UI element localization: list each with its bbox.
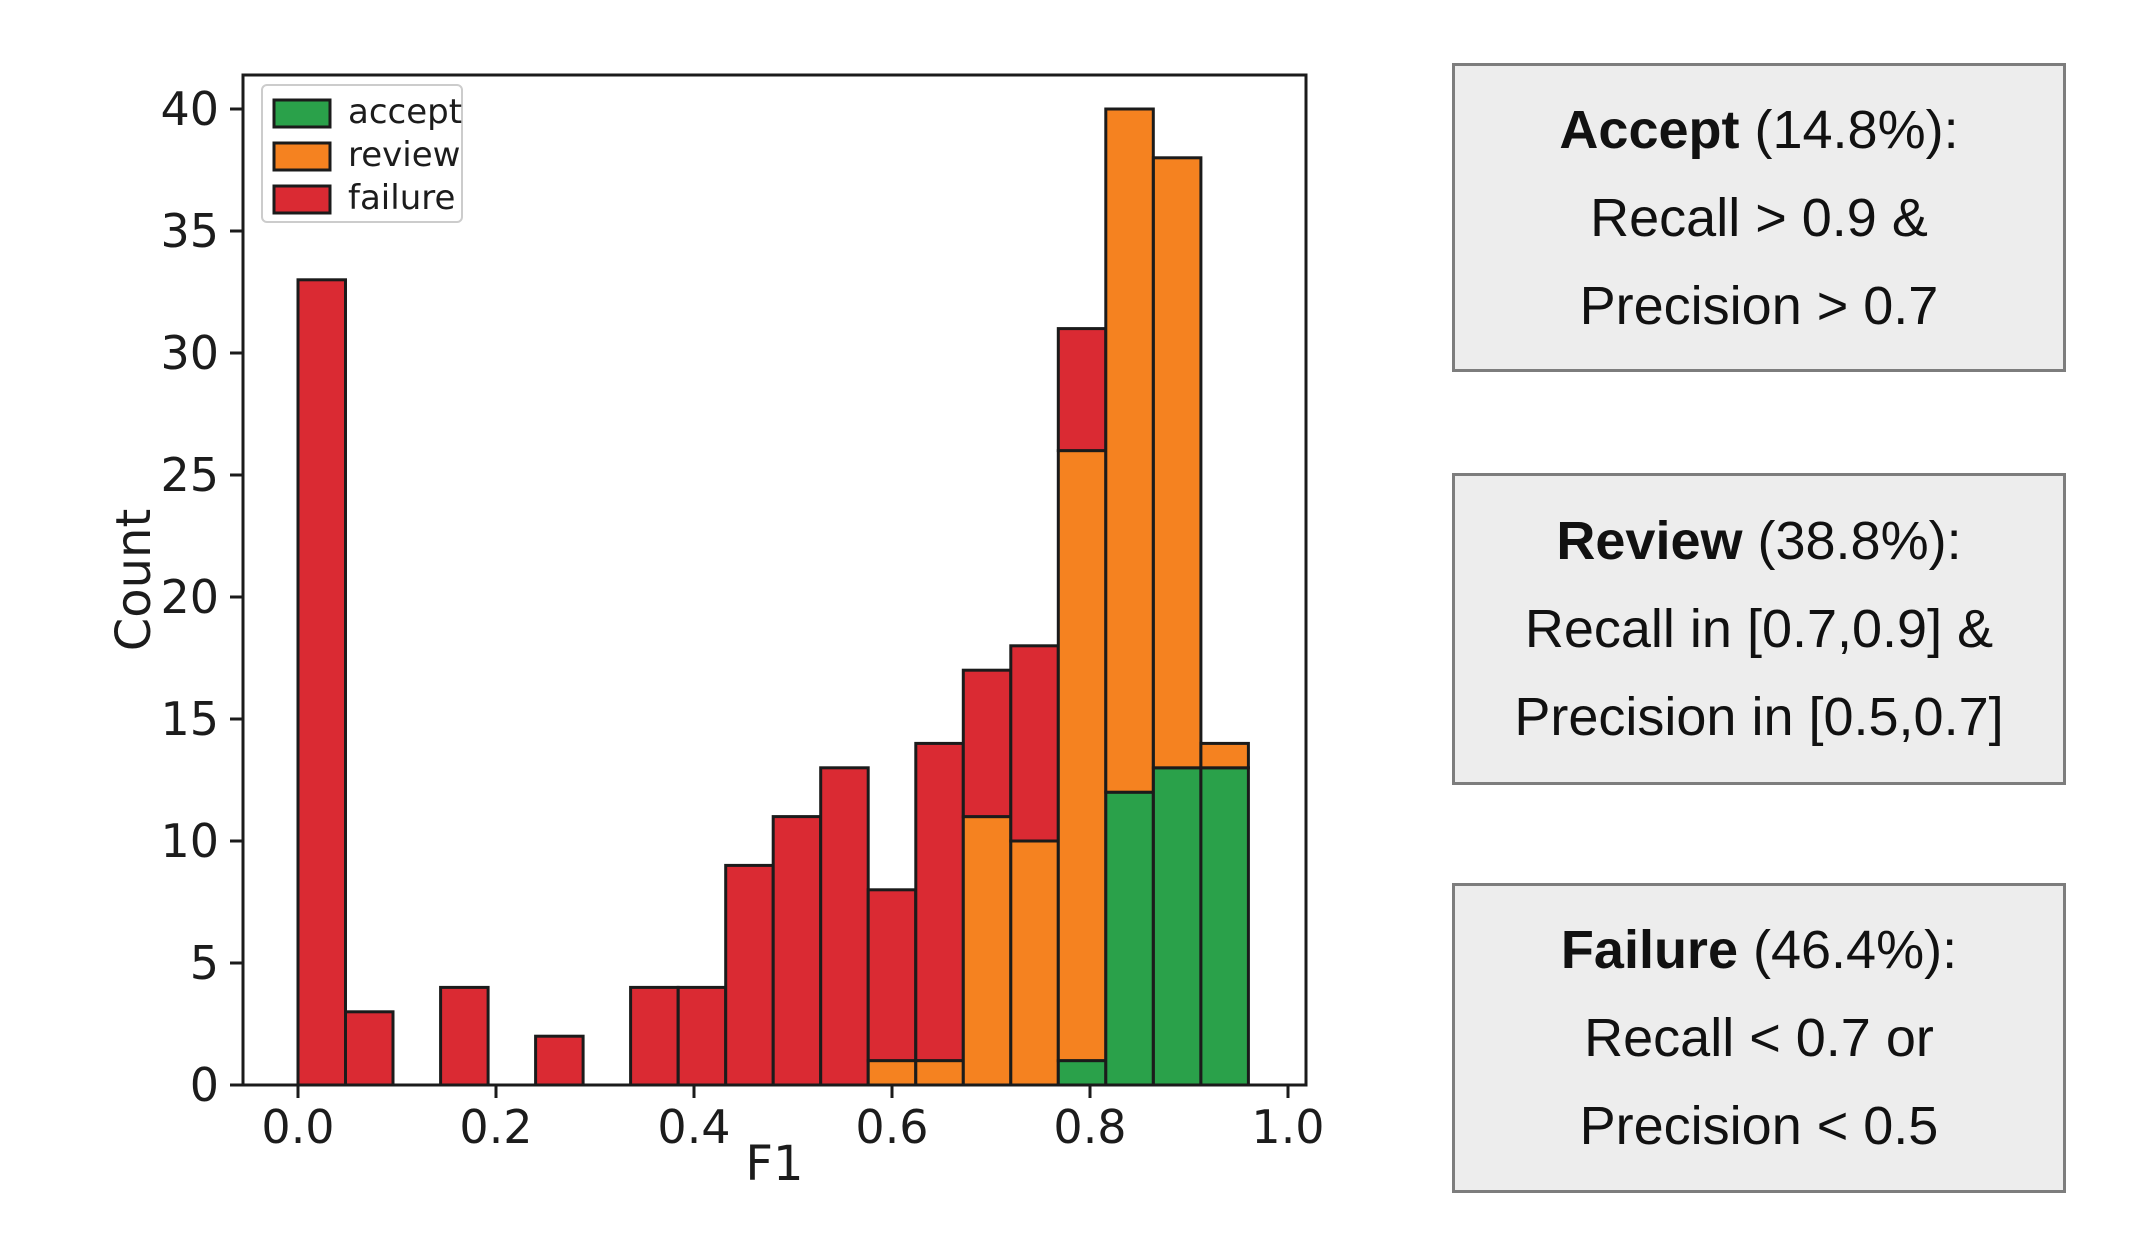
annotation-title: Failure [1560, 920, 1738, 980]
bar-segment-review [1056, 449, 1108, 1063]
annotation-box-review: Review (38.8%): Recall in [0.7,0.9] & Pr… [1452, 473, 2066, 785]
bar-segment-failure [629, 985, 680, 1087]
histogram-figure: 0.0 0.2 0.4 0.6 0.8 1.0 0 5 10 15 20 25 30 35 40 F1 Coun… [106, 73, 1325, 1192]
bar-segment-review [1009, 839, 1060, 1087]
annotation-line-precision: Precision < 0.5 [1579, 1096, 1939, 1156]
bar-segment-failure [676, 985, 728, 1087]
bar-segment-accept [1104, 790, 1155, 1087]
legend-label-failure: failure [348, 178, 455, 218]
annotation-line-recall: Recall in [0.7,0.9] & [1524, 599, 1994, 659]
bar-segment-review [1199, 741, 1250, 770]
annotation-line-precision: Precision > 0.7 [1579, 275, 1939, 336]
annotation-box-failure: Failure (46.4%): Recall < 0.7 or Precisi… [1452, 883, 2066, 1193]
y-tick-label: 10 [160, 814, 219, 868]
bar-segment-failure [866, 888, 918, 1063]
y-tick-label: 25 [160, 448, 219, 502]
bar-segment-review [914, 1059, 965, 1087]
bar-segment-accept [1199, 766, 1250, 1087]
bar-segment-review [1151, 156, 1203, 770]
legend-swatch-accept [272, 98, 332, 129]
bar-segment-failure [534, 1034, 585, 1087]
bar-segment-failure [961, 668, 1013, 819]
x-tick-label: 0.0 [261, 1100, 334, 1154]
legend-swatch-review [272, 141, 332, 172]
bar-segment-failure [819, 766, 870, 1087]
annotation-percent: (46.4%): [1737, 920, 1958, 980]
bar-segment-failure [1009, 644, 1060, 843]
y-tick-label: 35 [160, 204, 219, 258]
annotation-title: Accept [1559, 99, 1740, 160]
bar-segment-failure [344, 1010, 395, 1087]
x-tick-label: 0.6 [855, 1100, 928, 1154]
y-tick-label: 30 [160, 326, 219, 380]
x-tick-label: 0.2 [459, 1100, 532, 1154]
y-tick-label: 40 [160, 82, 219, 136]
y-tick-label: 20 [160, 570, 219, 624]
annotation-line-title: Review (38.8%): [1455, 497, 2063, 585]
x-tick-label: 0.8 [1053, 1100, 1126, 1154]
bar-segment-failure [1056, 327, 1108, 453]
annotation-box-accept: Accept (14.8%): Recall > 0.9 & Precision… [1452, 63, 2066, 372]
y-tick-label: 0 [190, 1058, 219, 1112]
legend-label-accept: accept [348, 92, 462, 132]
bar-segment-review [866, 1059, 918, 1087]
legend-swatch-failure [272, 184, 332, 215]
bar-segment-accept [1151, 766, 1203, 1087]
annotation-line-title: Failure (46.4%): [1455, 906, 2063, 994]
bar-segment-accept [1056, 1059, 1108, 1087]
bar-segment-review [961, 815, 1013, 1087]
plot-frame [241, 73, 1308, 1087]
legend-label-review: review [348, 135, 460, 175]
bar-segment-failure [439, 985, 490, 1087]
bar-segment-failure [914, 741, 965, 1063]
annotation-line-recall: Recall < 0.7 or [1584, 1008, 1934, 1068]
annotation-line-precision: Precision in [0.5,0.7] [1514, 687, 2004, 747]
bar-segment-review [1104, 107, 1155, 794]
x-tick-label: 0.4 [657, 1100, 730, 1154]
annotation-percent: (14.8%): [1739, 99, 1959, 160]
y-tick-label: 15 [160, 692, 219, 746]
annotation-line-title: Accept (14.8%): [1455, 86, 2063, 174]
annotation-line-recall: Recall > 0.9 & [1590, 187, 1928, 248]
annotation-percent: (38.8%): [1742, 511, 1962, 571]
y-tick-label: 5 [190, 936, 219, 990]
annotation-title: Review [1556, 511, 1743, 571]
y-axis-label: Count [106, 509, 162, 652]
bar-segment-failure [724, 863, 775, 1087]
x-tick-label: 1.0 [1251, 1100, 1324, 1154]
bar-segment-failure [296, 278, 347, 1087]
x-axis-label: F1 [745, 1136, 803, 1192]
bar-segment-failure [771, 815, 823, 1087]
